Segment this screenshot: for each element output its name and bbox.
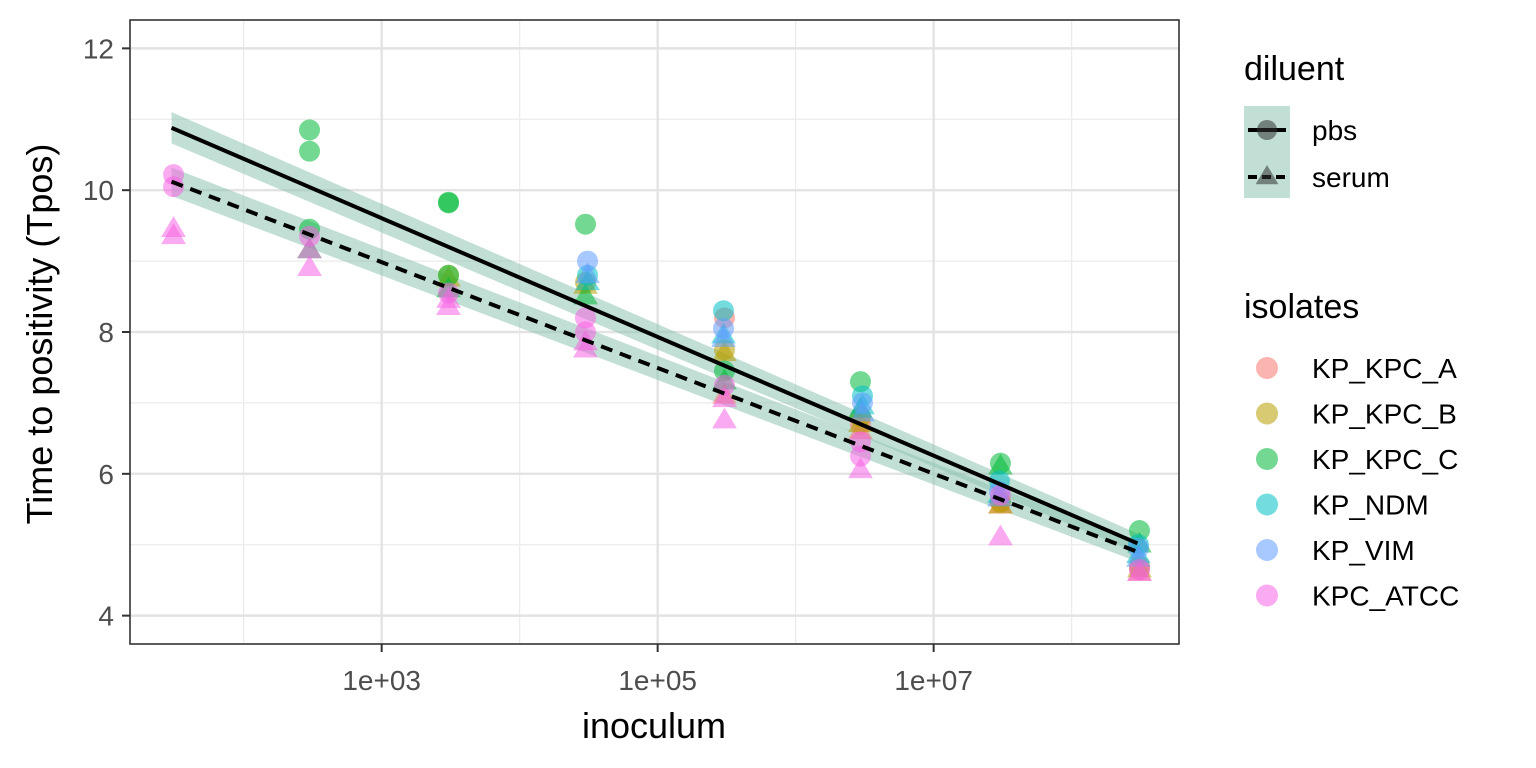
y-tick-label: 10 — [83, 175, 114, 206]
point-kp_kpc_c — [299, 119, 321, 141]
legend-label-kp_kpc_c: KP_KPC_C — [1312, 444, 1458, 475]
x-axis-label: inoculum — [582, 705, 726, 746]
point-kpc_atcc — [712, 407, 737, 429]
y-axis: 4 6 8 10 12 — [83, 33, 130, 632]
point-kp_kpc_c — [988, 453, 1013, 475]
point-kp_kpc_c — [438, 192, 460, 214]
point-kpc_atcc — [163, 176, 185, 198]
legend-label-kpc_atcc: KPC_ATCC — [1312, 581, 1459, 612]
x-tick-label: 1e+03 — [342, 665, 421, 696]
point-kpc_atcc — [436, 294, 461, 315]
point-kpc_atcc — [297, 255, 322, 276]
confidence-band-pbs — [171, 112, 1138, 554]
legend-symbol-kp_kpc_a — [1256, 357, 1278, 379]
point-kp_vim — [577, 250, 599, 272]
legend-label-kp_ndm: KP_NDM — [1312, 490, 1429, 521]
legend-symbol-kp_vim — [1256, 539, 1278, 561]
point-kp_ndm — [712, 300, 734, 322]
point-kp_kpc_c — [299, 140, 321, 162]
y-tick-label: 12 — [83, 33, 114, 64]
y-tick-label: 8 — [98, 317, 114, 348]
x-tick-label: 1e+05 — [618, 665, 697, 696]
legend-symbol-pbs — [1257, 120, 1277, 140]
legend-symbol-kp_kpc_c — [1256, 448, 1278, 470]
point-kp_kpc_b — [712, 340, 737, 362]
plot-panel — [129, 19, 1180, 645]
point-kp_kpc_c — [438, 264, 460, 286]
point-kp_vim — [575, 262, 600, 284]
point-kp_kpc_c — [573, 283, 598, 305]
legend-label-kp_kpc_b: KP_KPC_B — [1312, 399, 1457, 430]
point-kpc_atcc — [1127, 560, 1152, 581]
legend-symbol-serum — [1255, 165, 1279, 185]
legend-symbol-kpc_atcc — [1256, 584, 1278, 607]
point-kp_vim — [711, 326, 736, 347]
legend: diluent pbs serum isolates KP_KPC_A KP_KPC_B K… — [1244, 50, 1459, 612]
point-kpc_atcc — [573, 336, 598, 358]
x-axis: 1e+03 1e+05 1e+07 — [342, 644, 973, 696]
point-kp_kpc_c — [575, 213, 597, 235]
y-axis-label: Time to positivity (Tpos) — [19, 144, 60, 525]
point-kpc_atcc — [988, 524, 1013, 546]
point-kpc_atcc — [849, 445, 871, 467]
y-tick-label: 4 — [98, 601, 114, 632]
point-kpc_atcc — [161, 223, 186, 245]
legend-label-pbs: pbs — [1312, 115, 1357, 146]
point-kpc_atcc — [848, 457, 873, 479]
legend-title-isolates: isolates — [1244, 288, 1359, 326]
legend-label-kp_vim: KP_VIM — [1312, 535, 1415, 566]
point-kpc_atcc — [297, 237, 322, 259]
legend-title-diluent: diluent — [1244, 50, 1345, 88]
confidence-band-serum — [171, 167, 1138, 562]
legend-symbol-kp_ndm — [1256, 493, 1278, 516]
legend-symbol-kp_kpc_b — [1256, 402, 1278, 425]
point-kpc_atcc — [989, 484, 1011, 506]
fit-line-pbs — [170, 125, 1139, 546]
legend-label-kp_kpc_a: KP_KPC_A — [1312, 353, 1457, 384]
y-tick-label: 6 — [98, 459, 114, 490]
legend-label-serum: serum — [1312, 162, 1390, 193]
x-tick-label: 1e+07 — [894, 665, 973, 696]
point-kp_vim — [850, 400, 875, 422]
fit-line-serum — [170, 179, 1139, 554]
point-kpc_atcc — [712, 386, 737, 408]
